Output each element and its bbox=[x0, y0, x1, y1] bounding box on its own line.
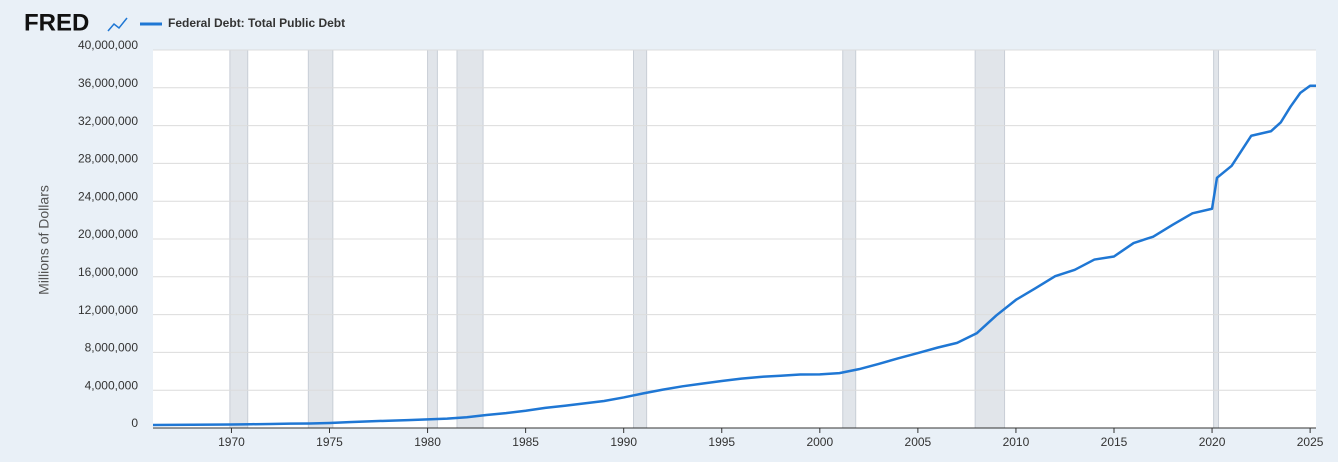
x-tick-label: 2025 bbox=[1297, 435, 1324, 449]
y-tick-label: 28,000,000 bbox=[78, 152, 138, 166]
y-tick-label: 20,000,000 bbox=[78, 227, 138, 241]
x-tick-label: 2020 bbox=[1199, 435, 1226, 449]
x-tick-label: 1970 bbox=[218, 435, 245, 449]
data-line bbox=[152, 84, 1317, 427]
logo[interactable]: FRED bbox=[24, 9, 89, 36]
y-tick-label: 36,000,000 bbox=[78, 76, 138, 90]
x-tick-label: 1980 bbox=[414, 435, 441, 449]
x-tick-label: 1990 bbox=[610, 435, 637, 449]
x-tick-label: 2005 bbox=[905, 435, 932, 449]
y-tick-label: 4,000,000 bbox=[85, 378, 139, 392]
legend-label: Federal Debt: Total Public Debt bbox=[168, 16, 345, 30]
x-tick-label: 1975 bbox=[316, 435, 343, 449]
y-tick-label: 16,000,000 bbox=[78, 265, 138, 279]
x-tick-label: 2015 bbox=[1101, 435, 1128, 449]
y-tick-label: 12,000,000 bbox=[78, 303, 138, 317]
x-tick-label: 2000 bbox=[806, 435, 833, 449]
logo-icon bbox=[107, 17, 128, 32]
y-axis-label: Millions of Dollars bbox=[36, 185, 52, 295]
x-tick-label: 1995 bbox=[708, 435, 735, 449]
y-tick-label: 40,000,000 bbox=[78, 38, 138, 52]
x-tick-label: 2010 bbox=[1003, 435, 1030, 449]
y-tick-label: 0 bbox=[131, 416, 138, 430]
y-tick-label: 8,000,000 bbox=[85, 341, 139, 355]
y-tick-label: 24,000,000 bbox=[78, 189, 138, 203]
x-tick-label: 1985 bbox=[512, 435, 539, 449]
y-tick-label: 32,000,000 bbox=[78, 114, 138, 128]
